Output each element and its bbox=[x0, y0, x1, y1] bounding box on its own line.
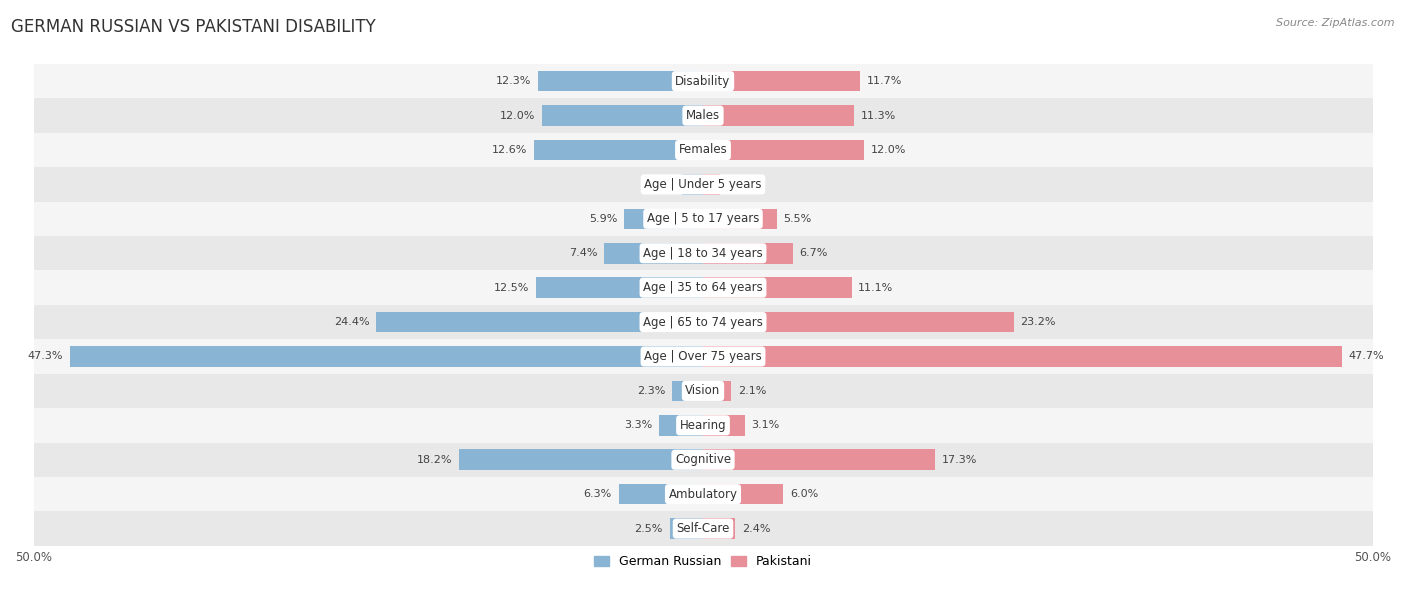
Bar bbox=[34, 477, 1372, 512]
Bar bbox=[34, 374, 1372, 408]
Text: Age | Over 75 years: Age | Over 75 years bbox=[644, 350, 762, 363]
Text: 2.3%: 2.3% bbox=[637, 386, 665, 396]
Text: 18.2%: 18.2% bbox=[418, 455, 453, 465]
Bar bbox=[703, 174, 720, 195]
Text: Age | 18 to 34 years: Age | 18 to 34 years bbox=[643, 247, 763, 259]
Text: 47.7%: 47.7% bbox=[1348, 351, 1384, 362]
Text: 11.1%: 11.1% bbox=[858, 283, 894, 293]
Bar bbox=[672, 381, 703, 401]
Bar bbox=[34, 167, 1372, 201]
Bar bbox=[624, 209, 703, 229]
Text: Age | Under 5 years: Age | Under 5 years bbox=[644, 178, 762, 191]
Text: 1.6%: 1.6% bbox=[647, 179, 675, 190]
Bar bbox=[460, 449, 703, 470]
Bar bbox=[703, 105, 855, 126]
Bar bbox=[34, 133, 1372, 167]
Text: 2.4%: 2.4% bbox=[742, 524, 770, 534]
Bar bbox=[377, 312, 703, 332]
Bar bbox=[34, 442, 1372, 477]
Text: 47.3%: 47.3% bbox=[28, 351, 63, 362]
Bar bbox=[536, 277, 703, 298]
Bar bbox=[70, 346, 703, 367]
Text: Hearing: Hearing bbox=[679, 419, 727, 432]
Bar bbox=[703, 277, 852, 298]
Text: 3.1%: 3.1% bbox=[751, 420, 779, 430]
Bar bbox=[703, 243, 793, 264]
Bar bbox=[703, 484, 783, 504]
Text: 7.4%: 7.4% bbox=[568, 248, 598, 258]
Text: 12.6%: 12.6% bbox=[492, 145, 527, 155]
Text: Age | 65 to 74 years: Age | 65 to 74 years bbox=[643, 316, 763, 329]
Text: 6.0%: 6.0% bbox=[790, 489, 818, 499]
Text: 5.5%: 5.5% bbox=[783, 214, 811, 224]
Text: 12.0%: 12.0% bbox=[870, 145, 905, 155]
Text: Ambulatory: Ambulatory bbox=[668, 488, 738, 501]
Text: 1.3%: 1.3% bbox=[727, 179, 755, 190]
Bar bbox=[543, 105, 703, 126]
Bar bbox=[34, 408, 1372, 442]
Text: 12.5%: 12.5% bbox=[494, 283, 529, 293]
Text: Vision: Vision bbox=[685, 384, 721, 397]
Bar bbox=[659, 415, 703, 436]
Bar bbox=[682, 174, 703, 195]
Text: 12.0%: 12.0% bbox=[501, 111, 536, 121]
Bar bbox=[34, 339, 1372, 374]
Text: Age | 5 to 17 years: Age | 5 to 17 years bbox=[647, 212, 759, 225]
Bar bbox=[34, 305, 1372, 339]
Bar bbox=[703, 71, 859, 91]
Text: Females: Females bbox=[679, 143, 727, 157]
Bar bbox=[703, 209, 776, 229]
Bar bbox=[34, 64, 1372, 99]
Text: Age | 35 to 64 years: Age | 35 to 64 years bbox=[643, 281, 763, 294]
Bar bbox=[703, 381, 731, 401]
Text: 3.3%: 3.3% bbox=[624, 420, 652, 430]
Text: 6.3%: 6.3% bbox=[583, 489, 612, 499]
Bar bbox=[34, 512, 1372, 546]
Bar bbox=[34, 201, 1372, 236]
Bar bbox=[605, 243, 703, 264]
Bar bbox=[703, 140, 863, 160]
Legend: German Russian, Pakistani: German Russian, Pakistani bbox=[589, 550, 817, 573]
Text: GERMAN RUSSIAN VS PAKISTANI DISABILITY: GERMAN RUSSIAN VS PAKISTANI DISABILITY bbox=[11, 18, 375, 36]
Bar bbox=[703, 518, 735, 539]
Text: 11.3%: 11.3% bbox=[860, 111, 896, 121]
Text: 17.3%: 17.3% bbox=[942, 455, 977, 465]
Bar bbox=[34, 99, 1372, 133]
Text: 5.9%: 5.9% bbox=[589, 214, 617, 224]
Text: 12.3%: 12.3% bbox=[496, 76, 531, 86]
Bar bbox=[669, 518, 703, 539]
Bar bbox=[703, 346, 1341, 367]
Text: Cognitive: Cognitive bbox=[675, 453, 731, 466]
Bar bbox=[534, 140, 703, 160]
Text: 24.4%: 24.4% bbox=[335, 317, 370, 327]
Text: Source: ZipAtlas.com: Source: ZipAtlas.com bbox=[1277, 18, 1395, 28]
Bar bbox=[619, 484, 703, 504]
Text: 6.7%: 6.7% bbox=[800, 248, 828, 258]
Text: Males: Males bbox=[686, 109, 720, 122]
Bar bbox=[703, 449, 935, 470]
Text: 11.7%: 11.7% bbox=[866, 76, 901, 86]
Text: 2.5%: 2.5% bbox=[634, 524, 662, 534]
Bar bbox=[703, 312, 1014, 332]
Bar bbox=[34, 271, 1372, 305]
Bar bbox=[34, 236, 1372, 271]
Text: Self-Care: Self-Care bbox=[676, 522, 730, 535]
Text: Disability: Disability bbox=[675, 75, 731, 88]
Bar bbox=[703, 415, 745, 436]
Text: 2.1%: 2.1% bbox=[738, 386, 766, 396]
Bar bbox=[538, 71, 703, 91]
Text: 23.2%: 23.2% bbox=[1021, 317, 1056, 327]
